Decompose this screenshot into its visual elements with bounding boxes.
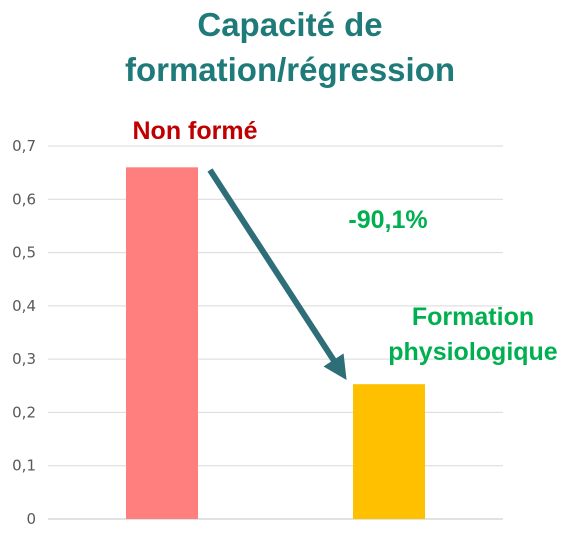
y-tick-label: 0,6 — [12, 190, 36, 208]
bar-label-non-forme: Non formé — [133, 117, 258, 145]
y-tick-label: 0,4 — [12, 297, 36, 315]
chart-title-line-1: Capacité de — [197, 6, 382, 43]
decrease-arrow — [207, 168, 347, 381]
percent-change-label: -90,1% — [348, 206, 427, 234]
y-tick-label: 0,5 — [12, 244, 36, 262]
gridlines — [48, 145, 503, 520]
y-tick-label: 0 — [26, 510, 36, 528]
y-tick-label: 0,3 — [12, 350, 36, 368]
bar-label-formation-line-2: physiologique — [388, 338, 558, 366]
bar — [126, 167, 198, 520]
y-axis-ticks: 0 0,1 0,2 0,3 0,4 0,5 0,6 0,7 — [12, 137, 36, 528]
bar — [353, 384, 425, 519]
y-tick-label: 0,1 — [12, 457, 36, 475]
y-tick-label: 0,2 — [12, 403, 36, 421]
bar-label-formation-line-1: Formation — [412, 303, 534, 331]
chart-title-line-2: formation/régression — [125, 51, 455, 88]
bars — [126, 167, 425, 520]
y-tick-label: 0,7 — [12, 137, 36, 155]
